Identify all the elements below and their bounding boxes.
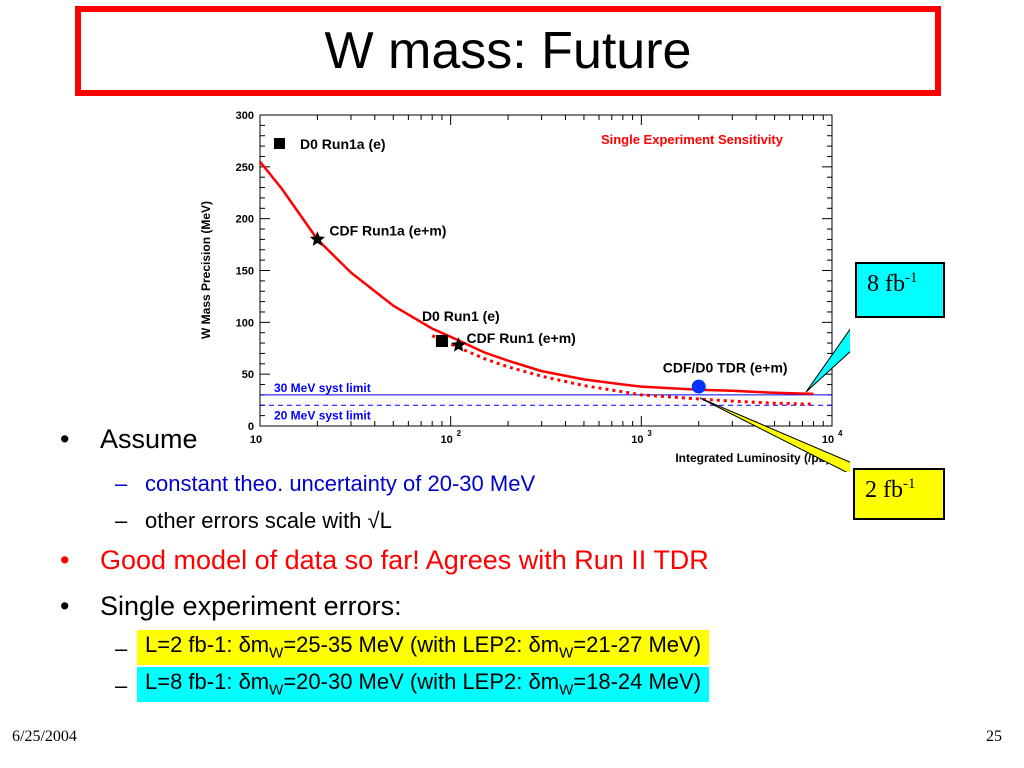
y-tick-label: 300 [236, 110, 254, 122]
callout-8fb-pointer [805, 328, 850, 393]
legend-square-marker [274, 138, 285, 149]
hl2-mid: =20-30 MeV (with LEP2: δm [283, 669, 560, 694]
bullet-dot: • [60, 424, 70, 454]
callout-2fb-sup: -1 [903, 476, 916, 492]
data-point-label: CDF Run1 (e+m) [467, 330, 576, 346]
syst-limit-label: 20 MeV syst limit [274, 408, 371, 422]
data-point-circle [691, 379, 706, 394]
dash: – [115, 636, 128, 661]
hl2-post: =18-24 MeV) [573, 669, 702, 694]
x-tick-exponent: 4 [838, 429, 843, 438]
x-tick-label: 10 [250, 434, 262, 446]
chart-svg: 0 50 100 150 200 250 300 10 10 2 10 3 10 4 30 MeV sys… [199, 110, 850, 472]
sensitivity-curve [259, 160, 814, 396]
legend-label: D0 Run1a (e) [300, 136, 386, 152]
bullet-assume: • Assume [60, 424, 198, 455]
data-point-label: CDF Run1a (e+m) [329, 222, 446, 238]
bullet-dot: • [60, 545, 70, 575]
sensitivity-curve-dotted [431, 334, 814, 406]
callout-8fb-sup: -1 [905, 270, 918, 286]
highlight-8fb: L=8 fb-1: δmW=20-30 MeV (with LEP2: δmW=… [137, 667, 710, 703]
hl1-pre: L=2 fb-1: δm [145, 632, 270, 657]
y-tick-label: 0 [248, 421, 254, 433]
bullet-good-model-text: Good model of data so far! Agrees with R… [100, 545, 709, 575]
y-tick-label: 150 [236, 266, 254, 278]
hlines-layer: 30 MeV syst limit 20 MeV syst limit [260, 381, 832, 422]
callout-2fb: 2 fb-1 [853, 468, 945, 520]
highlight-2fb: L=2 fb-1: δmW=25-35 MeV (with LEP2: δmW=… [137, 630, 710, 666]
hl1-post: =21-27 MeV) [573, 632, 702, 657]
sub-bullet-2fb-dash: – [115, 636, 145, 662]
bullet-good-model: • Good model of data so far! Agrees with … [60, 545, 709, 576]
dash: – [115, 508, 128, 533]
sub-bullet-8fb-dash: – [115, 673, 145, 699]
hl1-sub2: W [559, 644, 574, 662]
x-tick-exponent: 3 [647, 429, 652, 438]
dash: – [115, 471, 128, 496]
data-point-star [309, 231, 325, 246]
hl2-sub: W [269, 681, 284, 699]
hl2-sub2: W [559, 681, 574, 699]
legend: D0 Run1a (e) [274, 136, 386, 152]
sub-bullet-scale-text: other errors scale with √L [145, 508, 392, 533]
data-point-square [435, 334, 448, 347]
callout-2fb-base: 2 fb [865, 477, 903, 503]
callout-2fb-pointer [699, 397, 850, 472]
bullet-single: • Single experiment errors: [60, 591, 402, 622]
y-tick-label: 100 [236, 317, 254, 329]
hl1-sub: W [269, 644, 284, 662]
y-tick-label: 50 [242, 369, 254, 381]
bullet-dot: • [60, 591, 70, 621]
data-point-label: D0 Run1 (e) [422, 308, 500, 324]
chart-title: Single Experiment Sensitivity [601, 132, 784, 147]
x-tick-label: 10 [822, 434, 834, 446]
data-point-label: CDF/D0 TDR (e+m) [663, 360, 788, 376]
y-tick-label: 250 [236, 162, 254, 174]
x-tick-exponent: 2 [457, 429, 462, 438]
callout-8fb: 8 fb-1 [855, 262, 945, 318]
hl1-mid: =25-35 MeV (with LEP2: δm [283, 632, 560, 657]
data-point-star [451, 337, 467, 352]
footer-date: 6/25/2004 [12, 728, 77, 745]
x-tick-label: 10 [631, 434, 643, 446]
bullet-assume-text: Assume [100, 424, 198, 454]
x-axis-label: Integrated Luminosity (/pb) [675, 451, 830, 465]
slide-title: W mass: Future [324, 22, 692, 80]
hl2-pre: L=8 fb-1: δm [145, 669, 270, 694]
points-layer: CDF Run1a (e+m) D0 Run1 (e) CDF Run1 (e+m)… [309, 222, 788, 394]
x-tick-label: 10 [441, 434, 453, 446]
series-layer [259, 160, 814, 406]
y-axis-label: W Mass Precision (MeV) [199, 201, 213, 339]
callout-8fb-base: 8 fb [867, 271, 905, 297]
sub-bullet-scale: – other errors scale with √L [115, 508, 392, 534]
sub-bullet-theo: – constant theo. uncertainty of 20-30 MeV [115, 471, 535, 497]
bullet-single-text: Single experiment errors: [100, 591, 402, 621]
footer-page-number: 25 [986, 728, 1002, 745]
y-tick-label: 200 [236, 214, 254, 226]
plot-frame [259, 114, 833, 427]
title-box: W mass: Future [75, 6, 941, 96]
dash: – [115, 673, 128, 698]
sub-bullet-theo-text: constant theo. uncertainty of 20-30 MeV [145, 471, 536, 496]
syst-limit-label: 30 MeV syst limit [274, 381, 371, 395]
ticks-layer: 0 50 100 150 200 250 300 10 10 2 10 3 10 4 [236, 110, 843, 446]
